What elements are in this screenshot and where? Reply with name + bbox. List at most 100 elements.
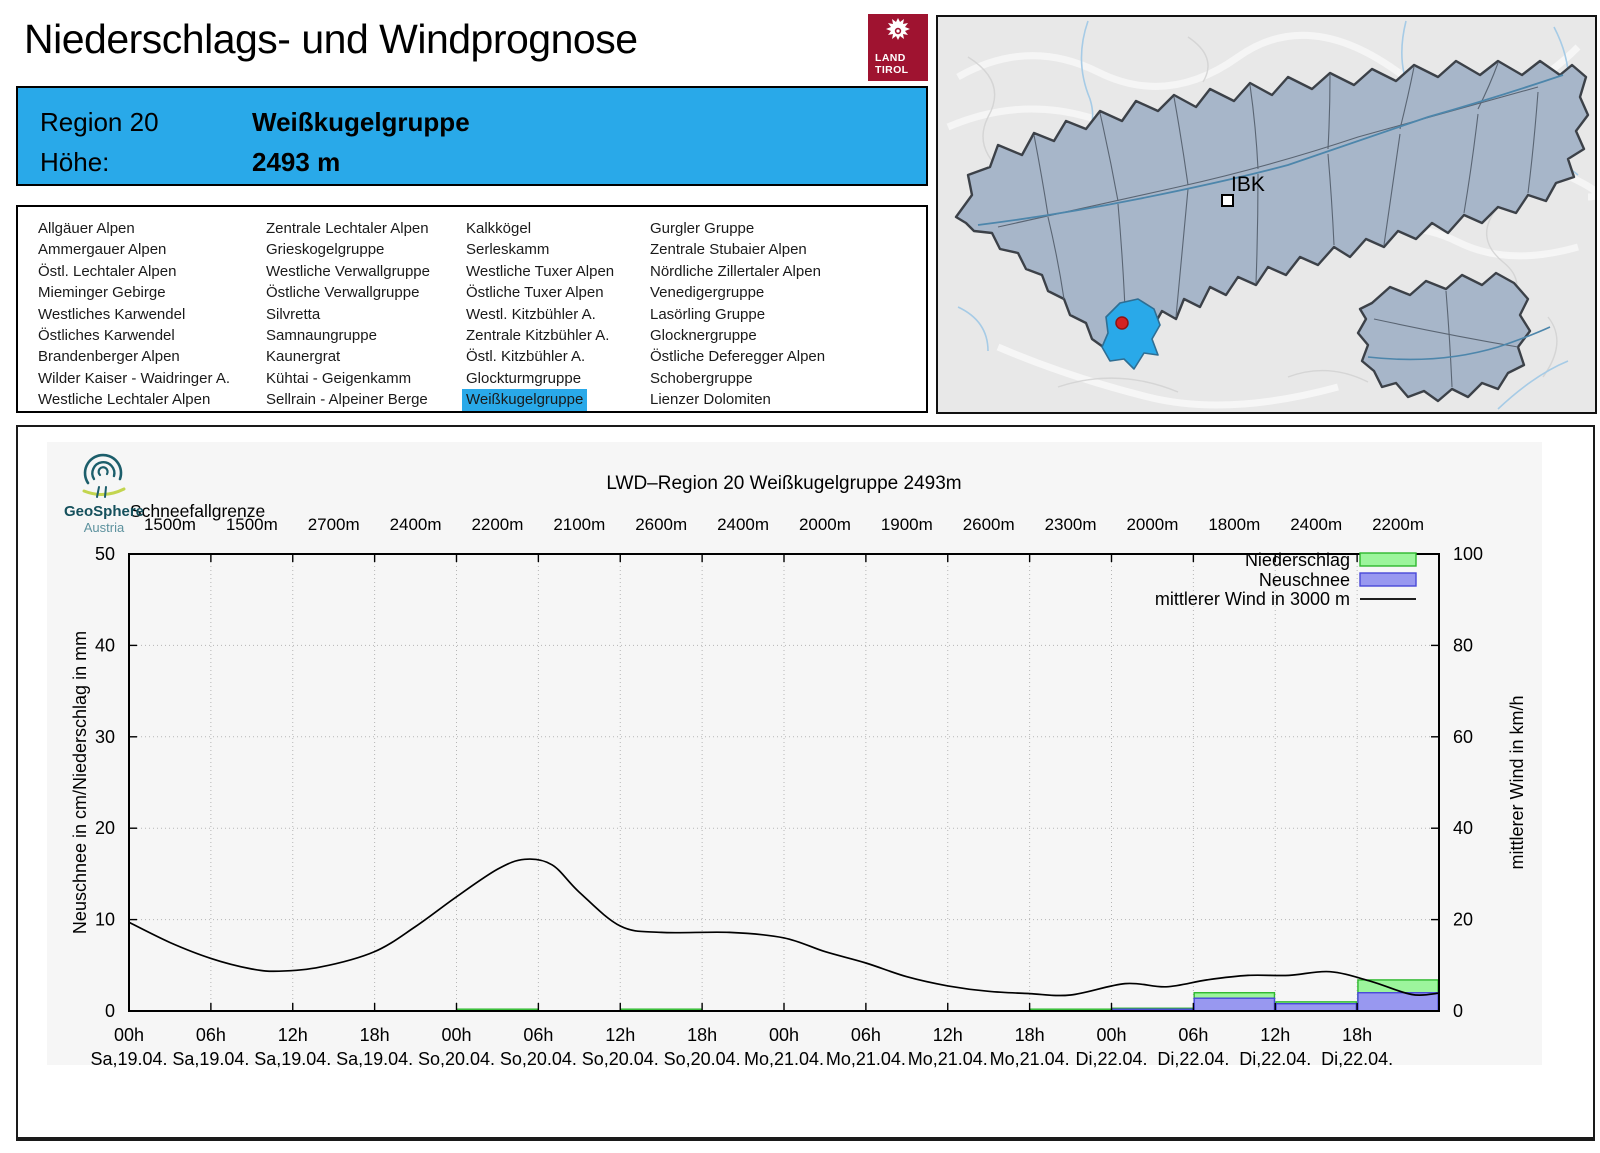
region-list-item[interactable]: Östliche Tuxer Alpen [466, 284, 604, 302]
region-list-item[interactable]: Nördliche Zillertaler Alpen [650, 262, 821, 280]
region-list-item[interactable]: Östl. Lechtaler Alpen [38, 262, 177, 280]
inn-river [977, 74, 1564, 226]
region-list-item-selected[interactable]: Weißkugelgruppe [462, 389, 588, 411]
x-tick-date: Di,22.04. [1157, 1049, 1229, 1069]
legend-label: Neuschnee [1259, 570, 1350, 590]
region-list-item[interactable]: Grieskogelgruppe [266, 241, 385, 259]
snowline-value: 1900m [881, 515, 933, 534]
drau-river [1367, 326, 1551, 361]
x-tick-time: 12h [933, 1025, 963, 1045]
axis-title-right: mittlerer Wind in km/h [1507, 695, 1527, 869]
geosphere-logo: GeoSphere Austria [54, 447, 154, 535]
altitude-label: Höhe: [40, 147, 110, 177]
x-tick-date: Sa,19.04. [336, 1049, 413, 1069]
region-list-item[interactable]: Glockturmgruppe [466, 369, 582, 387]
snowline-value: 2200m [1372, 515, 1424, 534]
x-tick-time: 12h [278, 1025, 308, 1045]
tirol-eagle-icon [886, 18, 910, 40]
region-list-item[interactable]: Östliches Karwendel [38, 327, 175, 345]
geosphere-swirl-icon [82, 453, 126, 498]
altitude-value: 2493 m [252, 147, 341, 177]
x-tick-date: Mo,21.04. [826, 1049, 906, 1069]
legend-swatch [1359, 572, 1417, 587]
x-tick-date: Sa,19.04. [254, 1049, 331, 1069]
snowline-value: 2600m [635, 515, 687, 534]
x-tick-date: Mo,21.04. [908, 1049, 988, 1069]
bar-neuschnee [1275, 1002, 1358, 1012]
x-tick-time: 06h [523, 1025, 553, 1045]
chart-title: LWD–Region 20 Weißkugelgruppe 2493m [606, 473, 961, 494]
region-list-item[interactable]: Kaunergrat [266, 348, 341, 366]
region-list-item[interactable]: Glocknergruppe [650, 327, 757, 345]
region-list-item[interactable]: Westliche Lechtaler Alpen [38, 391, 211, 409]
y-axis-label-right: 0 [1453, 1001, 1463, 1021]
x-tick-time: 18h [687, 1025, 717, 1045]
region-name: Weißkugelgruppe [252, 107, 470, 137]
y-axis-label-left: 10 [95, 910, 115, 930]
y-axis-label-right: 60 [1453, 727, 1473, 747]
region-list-item[interactable]: Östliche Deferegger Alpen [650, 348, 826, 366]
region-list-item[interactable]: Sellrain - Alpeiner Berge [266, 391, 428, 409]
snowline-value: 2400m [390, 515, 442, 534]
tirol-map[interactable]: IBK [936, 15, 1597, 414]
region-list-item[interactable]: Venedigergruppe [650, 284, 765, 302]
x-tick-date: Sa,19.04. [172, 1049, 249, 1069]
region-list-item[interactable]: Zentrale Kitzbühler A. [466, 327, 610, 345]
x-tick-time: 18h [1342, 1025, 1372, 1045]
station-marker-dot [1115, 316, 1129, 330]
snowline-value: 2000m [1126, 515, 1178, 534]
region-list-item[interactable]: Zentrale Stubaier Alpen [650, 241, 807, 259]
bar-neuschnee [1193, 997, 1276, 1012]
ibk-marker [1221, 194, 1234, 207]
forecast-chart: LWD–Region 20 Weißkugelgruppe 2493m Schne… [47, 442, 1542, 1069]
region-list-item[interactable]: Serleskamm [466, 241, 550, 259]
x-tick-time: 06h [196, 1025, 226, 1045]
snowline-value: 1500m [226, 515, 278, 534]
region-list-item[interactable]: Lasörling Gruppe [650, 305, 766, 323]
region-list-item[interactable]: Wilder Kaiser - Waidringer A. [38, 369, 230, 387]
y-axis-label-left: 20 [95, 818, 115, 838]
chart-canvas [47, 442, 1542, 1065]
region-list-item[interactable]: Westl. Kitzbühler A. [466, 305, 596, 323]
region-list-item[interactable]: Kühtai - Geigenkamm [266, 369, 412, 387]
y-axis-label-left: 0 [105, 1001, 115, 1021]
region-list-item[interactable]: Gurgler Gruppe [650, 220, 755, 237]
region-list-item[interactable]: Mieminger Gebirge [38, 284, 166, 302]
x-tick-date: So,20.04. [664, 1049, 741, 1069]
geosphere-country: Austria [83, 520, 125, 535]
x-tick-date: Di,22.04. [1075, 1049, 1147, 1069]
region-list-item[interactable]: Zentrale Lechtaler Alpen [266, 220, 429, 237]
region-list-item[interactable]: Lienzer Dolomiten [650, 391, 771, 409]
y-axis-label-left: 30 [95, 727, 115, 747]
region-list-item[interactable]: Kalkkögel [466, 220, 532, 237]
snowline-value: 2600m [963, 515, 1015, 534]
x-tick-date: Mo,21.04. [744, 1049, 824, 1069]
map-region-east-tyrol[interactable] [1356, 271, 1532, 403]
region-list-item[interactable]: Brandenberger Alpen [38, 348, 180, 366]
legend-label: Niederschlag [1245, 550, 1350, 570]
region-list-item[interactable]: Östl. Kitzbühler A. [466, 348, 586, 366]
region-list-item[interactable]: Westliche Tuxer Alpen [466, 262, 615, 280]
region-list-item[interactable]: Westliches Karwendel [38, 305, 186, 323]
region-list-item[interactable]: Schobergruppe [650, 369, 753, 387]
region-list-item[interactable]: Allgäuer Alpen [38, 220, 135, 237]
region-list-item[interactable]: Silvretta [266, 305, 321, 323]
x-tick-time: 00h [1096, 1025, 1126, 1045]
map-region-highlight-weisskugelgruppe[interactable] [1101, 298, 1161, 370]
x-tick-date: Di,22.04. [1321, 1049, 1393, 1069]
x-tick-date: Sa,19.04. [90, 1049, 167, 1069]
snowline-label: Schneefallgrenze [130, 501, 265, 521]
y-axis-label-right: 80 [1453, 635, 1473, 655]
region-list-item[interactable]: Westliche Verwallgruppe [266, 262, 430, 280]
region-list-item[interactable]: Ammergauer Alpen [38, 241, 167, 259]
y-axis-label-right: 100 [1453, 544, 1483, 564]
region-list-item[interactable]: Samnaungruppe [266, 327, 377, 345]
x-tick-time: 00h [441, 1025, 471, 1045]
map-city-label: IBK [1231, 173, 1265, 196]
region-list: Allgäuer Alpen Ammergauer Alpen Östl. Lech… [16, 205, 928, 413]
region-list-item[interactable]: Östliche Verwallgruppe [266, 284, 420, 302]
snowline-value: 2300m [1045, 515, 1097, 534]
snowline-value: 2400m [717, 515, 769, 534]
x-tick-time: 06h [1178, 1025, 1208, 1045]
tirol-map-svg: IBK [938, 17, 1595, 412]
